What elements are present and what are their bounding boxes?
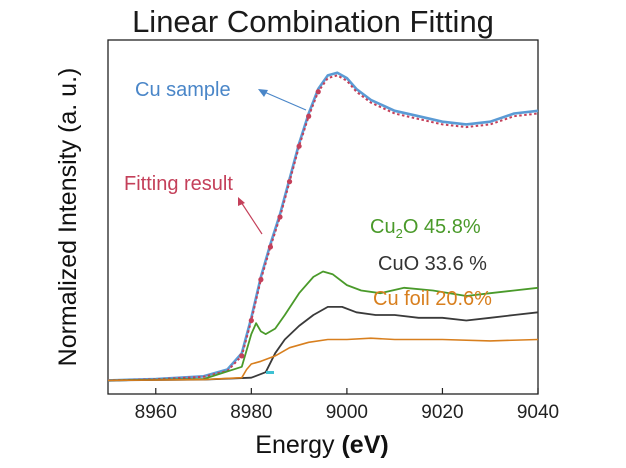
annotation-cu2o: Cu2O 45.8% bbox=[370, 216, 481, 241]
x-tick-label: 8980 bbox=[230, 402, 272, 423]
x-axis-label-unit: (eV) bbox=[341, 431, 388, 459]
x-tick-label: 9040 bbox=[517, 402, 559, 423]
arrow-cu-sample bbox=[261, 90, 307, 111]
fitting-result-point bbox=[248, 317, 254, 324]
y-axis-label: Normalized Intensity (a. u.) bbox=[54, 68, 82, 367]
fitting-result-point bbox=[239, 353, 245, 359]
plot-area bbox=[107, 39, 539, 395]
series-cu-sample bbox=[107, 71, 539, 382]
fitting-result-point bbox=[296, 143, 302, 149]
annotation-cu-sample: Cu sample bbox=[135, 79, 231, 101]
annotation-cuo: CuO 33.6 % bbox=[378, 253, 487, 275]
arrowhead-cu-sample bbox=[258, 89, 268, 97]
series-cu-foil bbox=[107, 337, 539, 382]
marker-dash bbox=[266, 371, 274, 374]
fitting-result-point bbox=[306, 113, 312, 119]
fitting-result-point bbox=[267, 244, 274, 250]
chart-title: Linear Combination Fitting bbox=[132, 4, 494, 39]
x-tick-label: 9000 bbox=[326, 402, 368, 423]
fitting-result-point bbox=[277, 214, 283, 220]
annotation-fitting-result: Fitting result bbox=[124, 173, 233, 195]
fitting-result-point bbox=[258, 277, 264, 283]
x-axis-label: Energy (eV) bbox=[255, 431, 388, 459]
arrow-fitting-result bbox=[240, 201, 263, 235]
x-axis-label-text: Energy bbox=[255, 431, 341, 459]
arrowhead-fitting-result bbox=[238, 197, 245, 206]
fitting-result-point bbox=[286, 179, 293, 185]
series-cu2o bbox=[107, 270, 539, 382]
x-tick-label: 8960 bbox=[135, 402, 177, 423]
annotation-cu-foil: Cu foil 20.6% bbox=[373, 288, 492, 310]
x-tick-label: 9020 bbox=[421, 402, 463, 423]
fitting-result-point bbox=[315, 89, 321, 95]
series-cuo bbox=[107, 306, 539, 382]
fitting-result-markers bbox=[239, 89, 321, 359]
